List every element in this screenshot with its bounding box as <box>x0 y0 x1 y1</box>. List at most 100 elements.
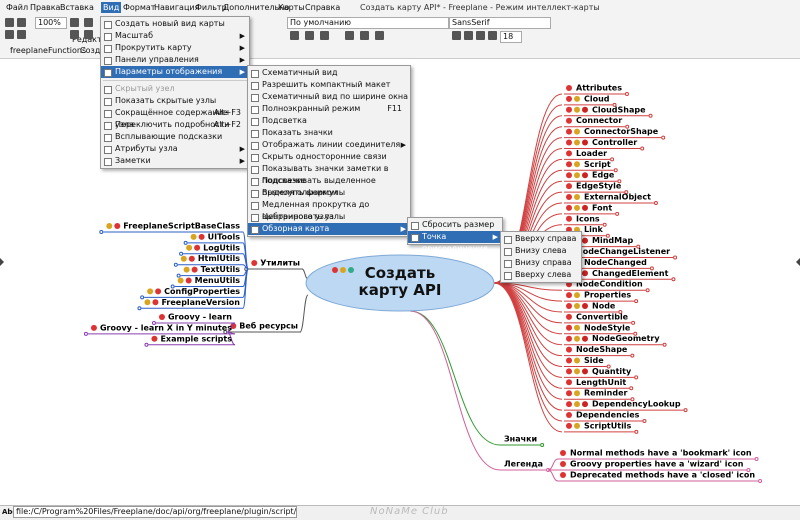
edge <box>493 282 563 324</box>
menu-bar-item[interactable]: Вставка <box>60 3 94 12</box>
submenu-arrow: ▶ <box>492 233 498 241</box>
menu-item[interactable]: Медленная прокрутка до выбранного узла <box>248 199 410 221</box>
menu-icon <box>104 33 112 41</box>
menu-item[interactable]: Обзорная карта ▶ <box>248 223 410 235</box>
toolbar-icon[interactable] <box>375 31 384 40</box>
menu-bar-item[interactable]: Справка <box>305 3 341 12</box>
menu-icon <box>104 69 112 77</box>
menu-bar-item[interactable]: Фильтр <box>195 3 227 12</box>
toolbar-icon[interactable] <box>17 30 26 39</box>
menu-item[interactable]: Подсветка <box>248 115 410 127</box>
menu-bar-item[interactable]: Вид <box>101 2 122 13</box>
node-icon <box>566 85 572 91</box>
toolbar-icon[interactable] <box>476 31 485 40</box>
menu-item[interactable]: Полноэкранный режим F11 <box>248 103 410 115</box>
fold-marker <box>151 321 156 325</box>
node-icon <box>566 303 572 309</box>
menu-item[interactable]: Схематичный вид <box>248 67 410 79</box>
menu-item[interactable]: Внизу справа <box>501 257 581 269</box>
menu-item-label: Медленная прокрутка до выбранного узла <box>262 200 370 221</box>
status-path: file:/C/Program%20Files/Freeplane/doc/ap… <box>13 506 297 518</box>
toolbar-icon[interactable] <box>452 31 461 40</box>
menu-item[interactable]: Внизу слева <box>501 245 581 257</box>
fold-marker <box>630 397 635 402</box>
menu-item[interactable]: Переключить подробности Alt+F2 <box>101 119 249 131</box>
menu-item[interactable]: Точка присоединения ▶ <box>408 231 502 253</box>
menu-item[interactable]: Атрибуты узла ▶ <box>101 143 249 155</box>
toolbar-icon[interactable] <box>5 30 14 39</box>
toolbar-icon[interactable] <box>464 31 473 40</box>
menu-icon <box>504 236 512 244</box>
menu-bar-item[interactable]: Дополнительно <box>223 3 290 12</box>
toolbar-icon[interactable] <box>84 18 93 27</box>
menu-item[interactable]: Схематичный вид по ширине окна <box>248 91 410 103</box>
menu-item[interactable]: Масштаб ▶ <box>101 30 249 42</box>
menu-item[interactable]: Создать новый вид карты <box>101 18 249 30</box>
node-icon <box>155 288 162 295</box>
menu-item[interactable]: Показать скрытые узлы <box>101 95 249 107</box>
toolbar-icon[interactable] <box>305 31 314 40</box>
menu-item[interactable]: Разрешить компактный макет <box>248 79 410 91</box>
node-text: HtmlUtils <box>198 254 240 263</box>
node-text: EdgeStyle <box>576 182 622 191</box>
toolbar-icon[interactable] <box>290 31 299 40</box>
toolbar-icon[interactable] <box>360 31 369 40</box>
menu-item[interactable]: Вверху справа <box>501 233 581 245</box>
submenu-arrow: ▶ <box>239 44 245 52</box>
toolbar-icon[interactable] <box>488 31 497 40</box>
node-text: Controller <box>592 138 637 147</box>
font-size-box[interactable]: 18 <box>500 31 522 43</box>
menu-item[interactable]: Скрытый узел <box>101 83 249 95</box>
menu-item[interactable]: Панели управления ▶ <box>101 54 249 66</box>
node-icon <box>566 215 572 222</box>
zoom-box[interactable]: 100% <box>35 17 67 29</box>
map-tab[interactable]: freeplaneFunctions <box>10 46 87 55</box>
menu-item[interactable]: Скрыть односторонние связи <box>248 151 410 163</box>
node-icon <box>574 303 580 309</box>
menu-item[interactable]: Показать значки <box>248 127 410 139</box>
toolbar-icon[interactable] <box>345 31 354 40</box>
map-tab[interactable]: Создат <box>80 46 110 55</box>
menu-item[interactable]: Показывать значки заметки в подсказке <box>248 163 410 185</box>
node-icon <box>188 255 195 262</box>
menu-bar-item[interactable]: Навигация <box>154 3 200 12</box>
menu-item[interactable]: Сбросить размер <box>408 219 502 231</box>
node-text: Веб ресурсы <box>239 321 298 331</box>
menu-item[interactable]: Всплывающие подсказки <box>101 131 249 143</box>
node-text: NodeGeometry <box>592 334 660 343</box>
menu-bar-item[interactable]: Формат <box>123 3 156 12</box>
menu-item[interactable]: Вверху слева <box>501 269 581 281</box>
node-icon <box>582 270 588 277</box>
fold-marker <box>634 429 639 434</box>
font-box[interactable]: SansSerif <box>449 17 551 29</box>
toolbar-icon[interactable] <box>17 18 26 27</box>
toolbar-icon[interactable] <box>70 30 79 39</box>
node-text: Quantity <box>592 367 632 376</box>
menu-icon <box>504 272 512 280</box>
toolbar-icon[interactable] <box>84 30 93 39</box>
node-text: Icons <box>576 214 600 223</box>
fold-marker <box>746 468 751 472</box>
menu-item[interactable]: Отображать линии соединителя ▶ <box>248 139 410 151</box>
toolbar-icon[interactable] <box>70 18 79 27</box>
node-icon <box>574 204 580 211</box>
style-box[interactable]: По умолчанию <box>287 17 449 29</box>
menu-item-label: Заметки <box>115 156 151 165</box>
menu-item-label: Подсветка <box>262 116 307 125</box>
node-icon <box>582 401 588 408</box>
node-icon <box>348 267 354 273</box>
menu-icon <box>104 134 112 142</box>
menu-bar-item[interactable]: Файл <box>6 3 29 12</box>
menu-item[interactable]: Центрировать узлы <box>248 211 410 223</box>
toolbar-icon[interactable] <box>320 31 329 40</box>
node-icon <box>574 335 580 342</box>
menu-item[interactable]: Выделять формулы <box>248 187 410 199</box>
menu-item[interactable]: Сокращённое содержание узла Alt+F3 <box>101 107 249 129</box>
menu-item[interactable]: Заметки ▶ <box>101 155 249 167</box>
menu-item[interactable]: Подсвечивать выделенное прямоугольником <box>248 175 410 197</box>
menu-item[interactable]: Параметры отображения ▶ <box>101 66 249 78</box>
toolbar-icon[interactable] <box>5 18 14 27</box>
menu-bar-item[interactable]: Правка <box>30 3 61 12</box>
menu-item[interactable]: Прокрутить карту ▶ <box>101 42 249 54</box>
menu-bar-item[interactable]: Карты <box>278 3 305 12</box>
